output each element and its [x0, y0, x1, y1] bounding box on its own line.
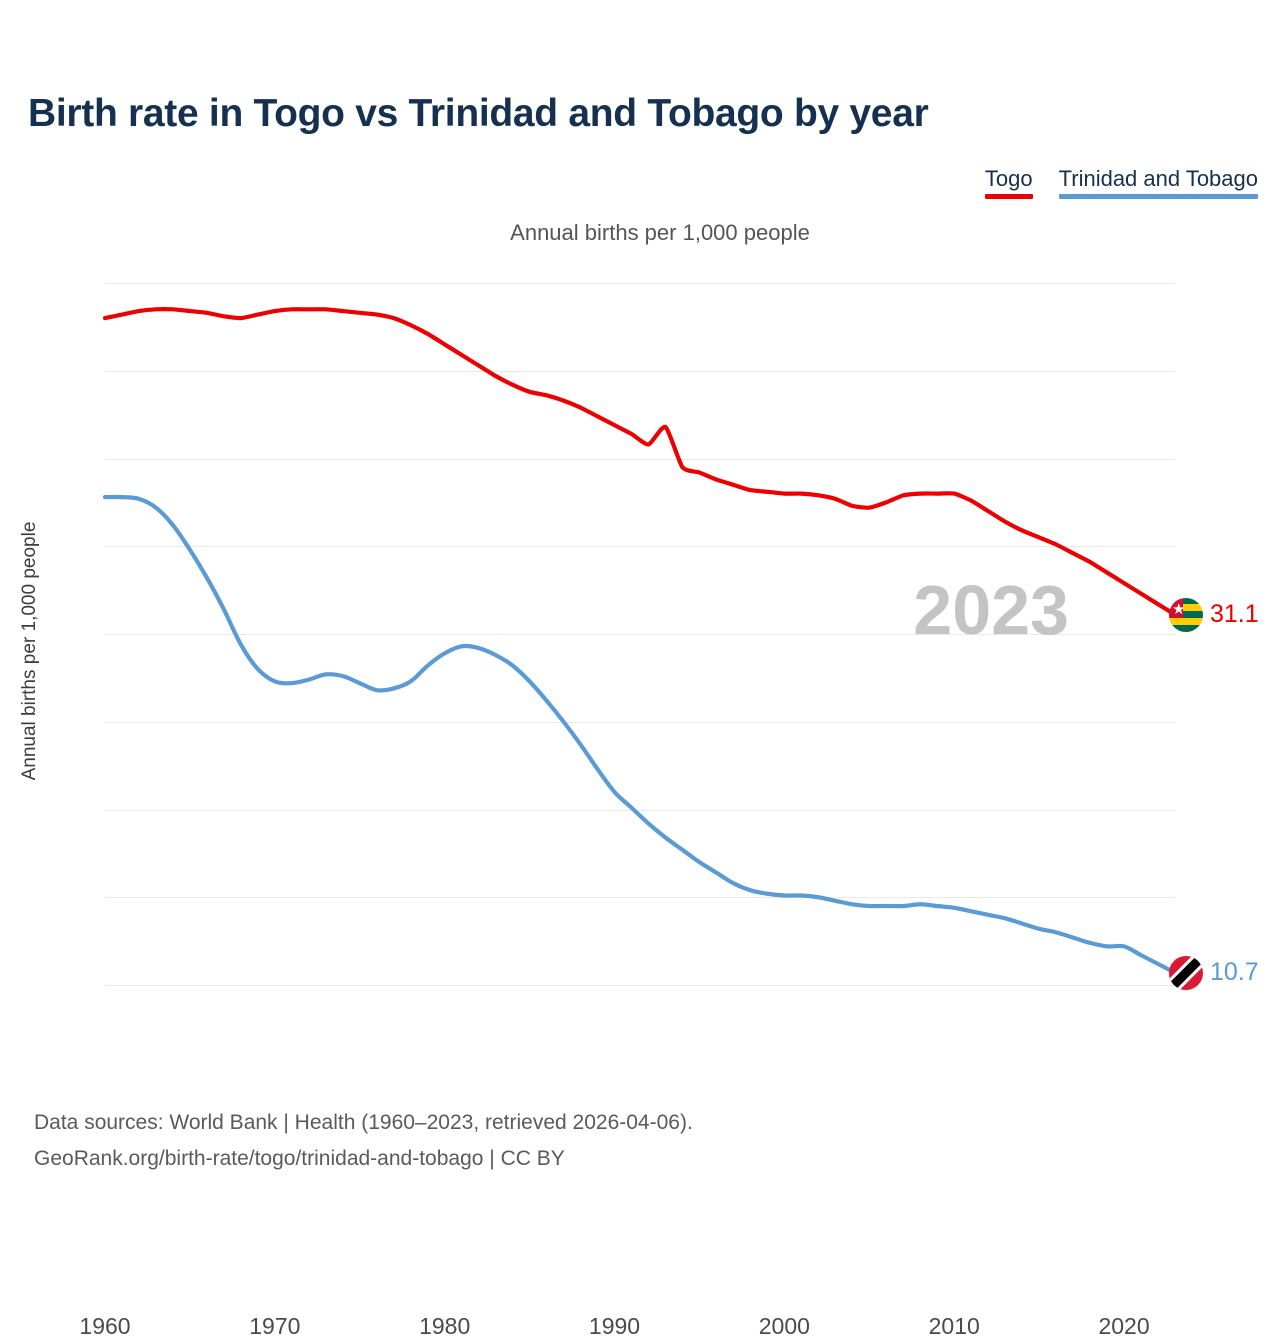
x-axis-tick-label: 2020 [1098, 1313, 1150, 1339]
x-axis-tick-label: 1990 [588, 1313, 641, 1339]
gridline [105, 985, 1175, 986]
line-series-trinidad-and-tobago [102, 494, 1178, 975]
trinidad-and-tobago-flag-icon [1169, 955, 1203, 990]
gridline [105, 809, 1175, 811]
legend-label-trinidad-and-tobago: Trinidad and Tobago [1058, 166, 1258, 191]
gridline [105, 458, 1175, 460]
legend-color-swatch-togo [984, 194, 1033, 199]
gridline [105, 370, 1175, 372]
footer-line-attribution: GeoRank.org/birth-rate/togo/trinidad-and… [34, 1147, 565, 1170]
series-lines [102, 307, 1178, 975]
gridline [105, 634, 1175, 635]
line-series-togo [102, 307, 1178, 617]
plot-area: 101520253035404550 196019701980199020002… [79, 283, 1259, 1339]
chart-subtitle: Annual births per 1,000 people [510, 220, 810, 245]
x-axis-tick-label: 2010 [928, 1313, 980, 1339]
chart-legend: Togo Trinidad and Tobago [984, 166, 1258, 199]
legend-color-swatch-trinidad-and-tobago [1058, 194, 1258, 199]
page-title: Birth rate in Togo vs Trinidad and Tobag… [28, 92, 929, 135]
togo-flag-icon: ★ [1169, 597, 1203, 632]
year-watermark: 2023 [913, 571, 1069, 649]
gridline [105, 546, 1175, 548]
x-axis-tick-label: 1970 [249, 1313, 301, 1339]
footer: Data sources: World Bank | Health (1960–… [34, 1105, 693, 1177]
footer-line-sources: Data sources: World Bank | Health (1960–… [34, 1111, 693, 1134]
legend-label-togo: Togo [984, 166, 1033, 191]
x-axis-tick-label: 1960 [79, 1313, 131, 1339]
gridline [105, 721, 1175, 723]
trinidad-end-value: 10.7 [1210, 958, 1259, 987]
legend-item-trinidad-and-tobago[interactable]: Trinidad and Tobago [1058, 166, 1258, 199]
trinidad-stripe [1169, 955, 1203, 990]
gridline [105, 897, 1175, 899]
legend-item-togo[interactable]: Togo [984, 166, 1033, 199]
togo-end-value: 31.1 [1210, 600, 1259, 629]
x-axis-tick-label: 2000 [758, 1313, 810, 1339]
y-axis-title: Annual births per 1,000 people [19, 521, 40, 781]
togo-endpoint: ★ 31.1 [1169, 597, 1259, 632]
trinidad-endpoint: 10.7 [1169, 955, 1259, 990]
x-axis-tick-label: 1980 [419, 1313, 471, 1339]
gridline [105, 283, 1175, 284]
chart-page: Birth rate in Togo vs Trinidad and Tobag… [19, 92, 1259, 1339]
